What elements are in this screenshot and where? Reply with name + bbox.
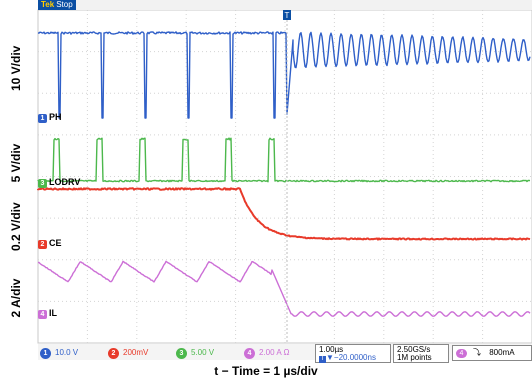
ch1-readout[interactable]: 1 10.0 V: [40, 347, 79, 359]
acquisition-readout[interactable]: 2.50GS/s 1M points: [393, 344, 449, 363]
timebase-readout[interactable]: 1.00µs T ▼−20.0000ns: [315, 344, 391, 363]
status-bar: Tek Stop: [38, 0, 532, 10]
channel-label-il[interactable]: 4 IL: [38, 308, 57, 319]
delay-marker: T: [319, 356, 326, 363]
channel-label-ce[interactable]: 2 CE: [38, 238, 62, 249]
ce-label: CE: [49, 238, 62, 248]
trigger-level-value: 800mA: [489, 348, 515, 357]
ch3-marker: 3: [38, 179, 47, 188]
ch1-marker: 1: [38, 114, 47, 123]
trigger-source-badge: 4: [456, 349, 467, 358]
il-waveform: [37, 260, 531, 317]
trigger-position-marker[interactable]: T: [283, 10, 291, 20]
waveform-traces: [37, 31, 531, 317]
ch3-scale-label: 5 V/div: [9, 143, 23, 183]
ch4-readout-badge: 4: [244, 348, 255, 359]
ch2-readout-badge: 2: [108, 348, 119, 359]
timebase-value: 1.00µs: [319, 345, 344, 354]
ch1-readout-value: 10.0 V: [55, 348, 79, 357]
ch4-marker: 4: [38, 310, 47, 319]
run-state-label: Stop: [56, 0, 73, 9]
lodrv-waveform: [37, 137, 531, 183]
delay-value: ▼−20.0000ns: [326, 353, 376, 362]
graticule-frame: [37, 9, 532, 344]
ch4-scale-label: 2 A/div: [9, 278, 23, 318]
ch1-scale-label: 10 V/div: [9, 45, 23, 91]
trigger-marker-text: T: [285, 11, 290, 20]
ch2-scale-label: 0.2 V/div: [9, 202, 23, 251]
lodrv-label: LODRV: [49, 177, 81, 187]
ch1-readout-badge: 1: [40, 348, 51, 359]
trigger-slope-icon: ⤵: [473, 348, 481, 357]
record-length-value: 1M points: [397, 353, 432, 362]
ch4-readout[interactable]: 4 2.00 A Ω: [244, 347, 290, 359]
time-axis-caption: t − Time = 1 µs/div: [214, 364, 318, 378]
ch4-readout-value: 2.00 A Ω: [259, 348, 290, 357]
ch2-marker: 2: [38, 240, 47, 249]
ph-waveform: [37, 31, 531, 119]
ch3-readout[interactable]: 3 5.00 V: [176, 347, 215, 359]
ch3-readout-value: 5.00 V: [191, 348, 215, 357]
ce-waveform: [37, 187, 531, 241]
trigger-readout[interactable]: 4 ⤵ 800mA: [452, 345, 532, 361]
brand-label: Tek: [41, 0, 55, 9]
ph-label: PH: [49, 112, 62, 122]
channel-label-lodrv[interactable]: 3 LODRV: [38, 177, 80, 188]
ch3-readout-badge: 3: [176, 348, 187, 359]
run-state-indicator[interactable]: Tek Stop: [38, 0, 76, 10]
ch2-readout-value: 200mV: [123, 348, 149, 357]
ch2-readout[interactable]: 2 200mV: [108, 347, 149, 359]
channel-label-ph[interactable]: 1 PH: [38, 112, 62, 123]
delay-readout: T ▼−20.0000ns: [319, 354, 387, 363]
il-label: IL: [49, 308, 57, 318]
sample-rate-value: 2.50GS/s: [397, 345, 431, 354]
